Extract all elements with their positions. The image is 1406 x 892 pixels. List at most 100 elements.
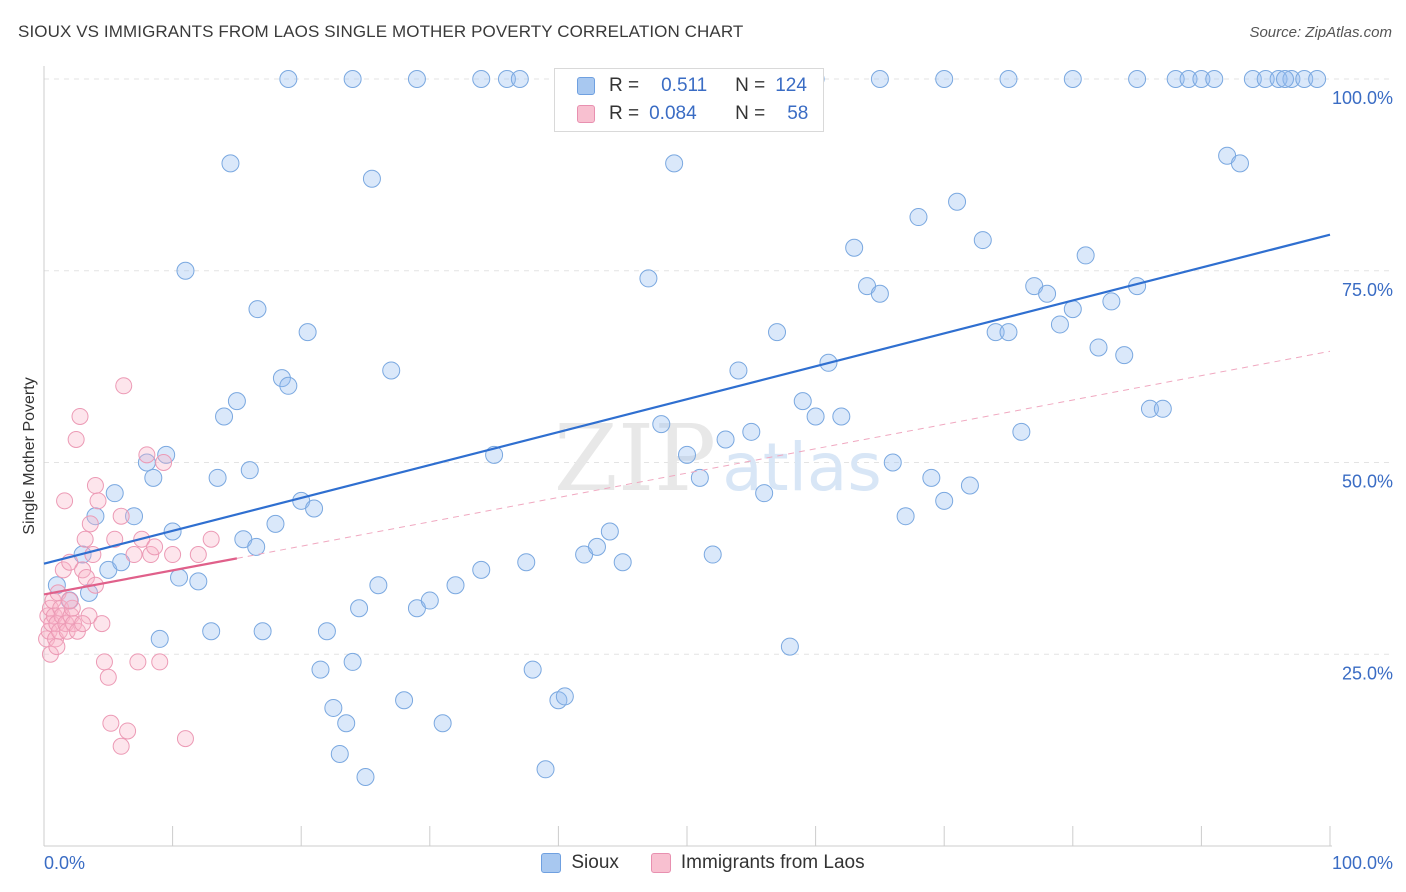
sioux-point [1230,154,1249,173]
laos-point [67,430,85,448]
sioux-point [517,553,536,572]
sioux-point [343,70,362,88]
laos-point [74,615,92,633]
sioux-point [1269,70,1288,88]
sioux-point [832,407,851,426]
laos-point [202,530,220,548]
sioux-point [1128,70,1147,88]
sioux-point [986,323,1005,342]
laos-point [119,722,137,740]
sioux-point [1179,70,1198,88]
laos-point [138,446,156,464]
laos-point [142,546,160,564]
sioux-point [407,70,426,88]
laos-point [89,492,107,510]
sioux-point [1050,315,1069,334]
sioux-point [382,361,401,380]
sioux-point [144,468,163,487]
sioux-point [317,622,336,641]
sioux-point [1153,399,1172,418]
sioux-point [202,622,221,641]
legend-r-label: R = [609,103,640,124]
series-label-laos: Immigrants from Laos [680,852,865,873]
sioux-point [652,415,671,434]
series-legend-sioux[interactable]: Sioux [541,852,619,874]
x-tick-label-min: 0.0% [44,853,85,873]
sioux-point [497,70,516,88]
sioux-point [1140,399,1159,418]
sioux-point [587,537,606,556]
sioux-point [1115,346,1134,365]
laos-point [129,653,147,671]
sioux-point [420,591,439,610]
sioux-point [176,261,195,280]
sioux-point [935,70,954,88]
sioux-point [1192,70,1211,88]
laos-point [112,737,130,755]
sioux-point [1012,422,1031,441]
laos-point [71,407,89,425]
series-label-sioux: Sioux [571,852,619,873]
legend-n-value-sioux: 124 [775,75,807,96]
sioux-point [896,507,915,526]
trend-lines [43,233,1331,596]
laos-point [74,561,92,579]
series-legend-laos[interactable]: Immigrants from Laos [650,852,865,874]
legend-swatch-sioux [577,77,595,95]
correlation-legend: R = 0.511 N = 124 R = 0.084 N = 58 [554,68,824,132]
sioux-point [266,514,285,533]
sioux-point [248,300,267,319]
sioux-point [125,507,144,526]
y-tick-label: 50.0% [1342,472,1393,492]
legend-n-value-laos: 58 [787,103,809,124]
sioux-point [1102,292,1121,311]
tick-labels: 25.0% 50.0% 75.0% 100.0% 0.0% 100.0% [44,88,1393,873]
legend-row-laos: R = 0.084 N = 58 [577,101,808,127]
legend-r-label: R = [609,75,640,96]
sioux-point [208,468,227,487]
laos-point [164,546,182,564]
sioux-point [1308,70,1327,88]
sioux-point [112,553,131,572]
sioux-point [350,599,369,618]
sioux-point [806,407,825,426]
sioux-point [870,70,889,88]
sioux-point [960,476,979,495]
laos-point [151,653,169,671]
sioux-point [793,392,812,411]
sioux-point [279,376,298,395]
laos-point [86,477,104,495]
laos-point [155,454,173,471]
sioux-point [330,744,349,763]
sioux-point [690,468,709,487]
legend-r-value-laos: 0.084 [649,103,697,124]
sioux-point [1205,70,1224,88]
sioux-point [362,169,381,188]
sioux-point [1076,246,1095,265]
sioux-point [909,208,928,227]
sioux-point [703,545,722,564]
sioux-point [999,323,1018,342]
sioux-point [337,714,356,733]
sioux-point [678,445,696,464]
sioux-point [555,687,574,706]
sioux-point [343,652,362,671]
sioux-point [247,537,266,556]
sioux-point [221,154,240,173]
sioux-point [755,484,774,503]
sioux-point [742,422,761,441]
axes [43,66,1332,847]
sioux-point [613,553,632,572]
sioux-point [845,238,864,257]
sioux-point [311,660,330,679]
laos-trend-line [43,557,238,596]
legend-swatch-laos [577,105,595,123]
sioux-point [170,568,189,587]
laos-point [76,530,94,548]
sioux-point [536,760,555,779]
laos-point [146,538,164,556]
laos-point [189,546,207,564]
y-tick-label: 100.0% [1332,88,1393,108]
source-label: Source: ZipAtlas.com [1249,24,1392,41]
legend-n-label: N = [735,103,766,124]
